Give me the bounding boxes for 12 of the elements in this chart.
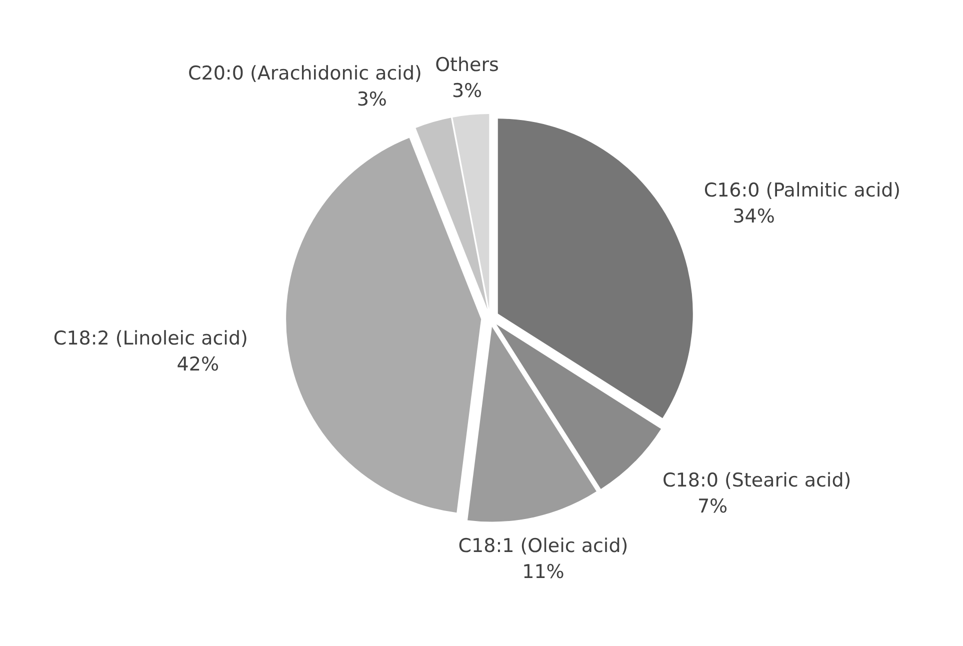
slice-label: C18:0 (Stearic acid): [662, 470, 852, 492]
data-label: 7%: [697, 496, 728, 518]
slice-label: Others: [435, 54, 499, 76]
slice-label: C18:1 (Oleic acid): [458, 535, 628, 558]
data-label: 42%: [176, 354, 220, 376]
data-label: 3%: [452, 80, 482, 102]
slice-label: C18:2 (Linoleic acid): [53, 328, 248, 350]
data-label: 34%: [732, 205, 775, 228]
data-label: 3%: [356, 88, 388, 111]
slice-label: C16:0 (Palmitic acid): [704, 179, 901, 202]
slice-label: C20:0 (Arachidonic acid): [188, 62, 422, 85]
data-label: 11%: [522, 561, 564, 584]
